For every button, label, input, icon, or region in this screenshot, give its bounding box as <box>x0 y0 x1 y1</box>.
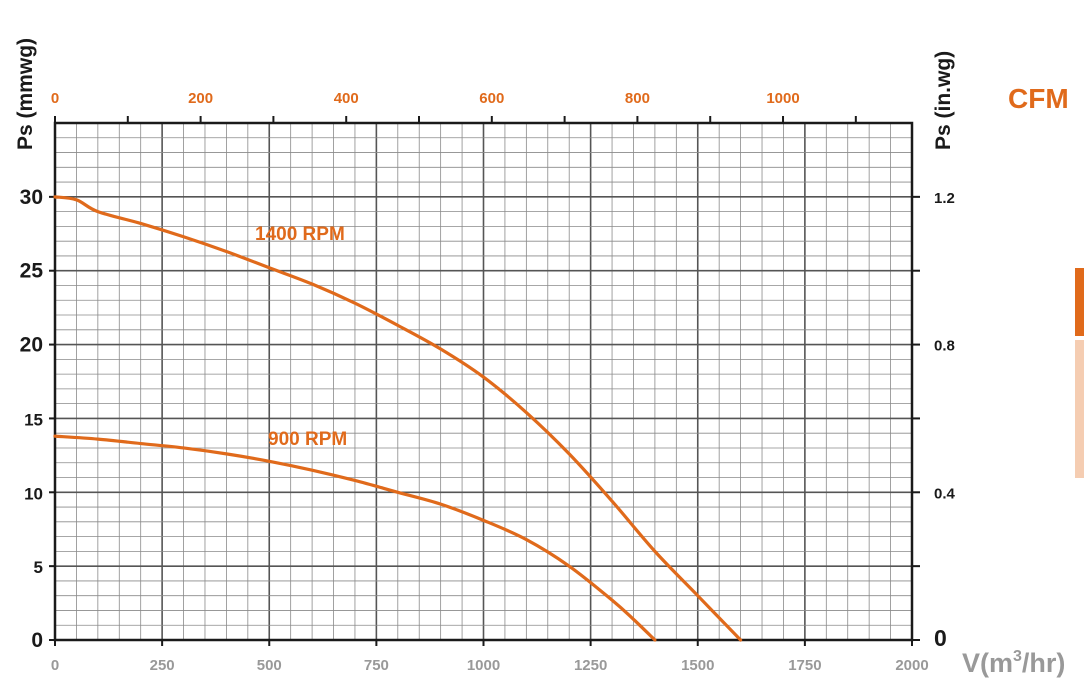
cfm-tick-label: 600 <box>479 90 504 107</box>
x-axis-title-tail: /hr) <box>1022 648 1066 678</box>
y-tick-label-left: 0 <box>31 629 43 652</box>
x-axis-title-main: V(m <box>962 648 1013 678</box>
y-tick-label-right: 0.8 <box>934 338 955 355</box>
cfm-tick-label: 200 <box>188 90 213 107</box>
series-label-900-rpm: 900 RPM <box>268 429 347 450</box>
side-bar-light <box>1075 340 1084 478</box>
y-tick-label-right: 1.2 <box>934 190 955 207</box>
cfm-tick-label: 800 <box>625 90 650 107</box>
y-tick-label-left: 20 <box>20 334 43 357</box>
y-axis-title-left: Ps (mmwg) <box>14 38 37 150</box>
y-tick-label-left: 15 <box>24 410 43 429</box>
x-tick-label: 500 <box>257 657 282 674</box>
x-tick-label: 1250 <box>574 657 607 674</box>
tick-labels: 0 250 500 750 1000 1250 1500 1750 20000510152025… <box>20 90 956 674</box>
x-tick-label: 750 <box>364 657 389 674</box>
top-axis-title-cfm: CFM <box>1008 83 1069 114</box>
series-line-900-rpm <box>53 434 657 642</box>
cfm-tick-label: 0 <box>51 90 59 107</box>
cfm-tick-label: 400 <box>334 90 359 107</box>
x-tick-label: 250 <box>150 657 175 674</box>
y-tick-label-left: 25 <box>20 260 44 283</box>
x-tick-label: 2000 <box>895 657 928 674</box>
x-axis-title: V(m3/hr) <box>962 648 1065 678</box>
x-tick-label: 1500 <box>681 657 714 674</box>
y-tick-label-left: 5 <box>34 558 43 577</box>
x-tick-label: 1000 <box>467 657 500 674</box>
series-line-1400-rpm <box>53 195 743 642</box>
y-tick-label-left: 10 <box>24 484 43 503</box>
grid <box>55 123 912 640</box>
x-tick-label: 1750 <box>788 657 821 674</box>
axis-ticks <box>49 116 920 646</box>
series-curves <box>53 195 743 642</box>
y-tick-label-left: 30 <box>20 186 43 209</box>
y-tick-label-right: 0 <box>934 625 947 651</box>
series-label-1400-rpm: 1400 RPM <box>255 224 345 245</box>
x-tick-label: 0 <box>51 657 59 674</box>
cfm-tick-label: 1000 <box>766 90 799 107</box>
x-axis-title-sup: 3 <box>1013 648 1022 665</box>
side-bar-dark <box>1075 268 1084 336</box>
y-axis-title-right: Ps (in.wg) <box>932 51 955 150</box>
y-tick-label-right: 0.4 <box>934 485 956 502</box>
